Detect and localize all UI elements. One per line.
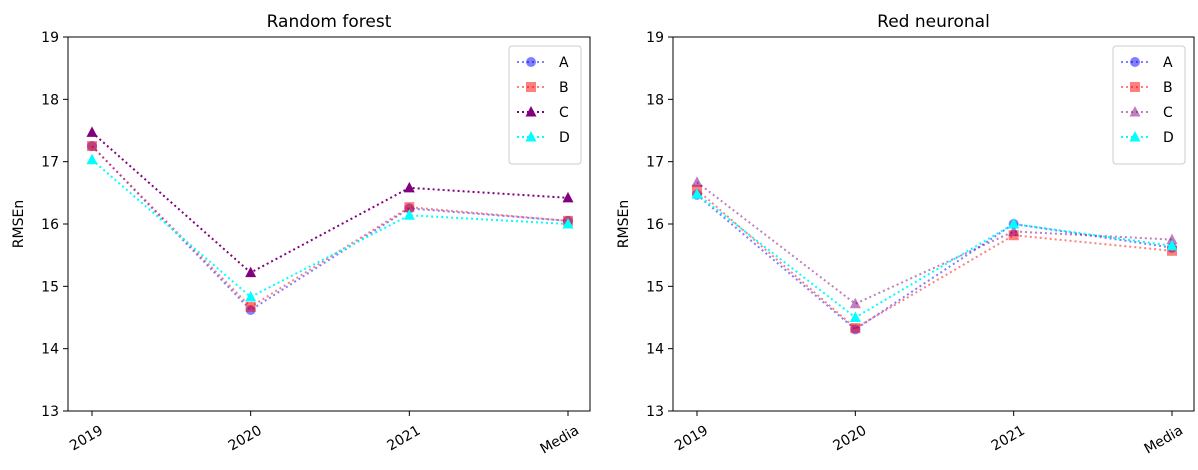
x-tick-label: 2019	[67, 423, 106, 455]
data-point-D	[403, 209, 415, 220]
y-tick-label: 18	[41, 92, 59, 108]
x-tick-label: 2021	[989, 423, 1028, 455]
y-tick-label: 14	[41, 342, 59, 358]
data-point-C	[1008, 225, 1020, 236]
data-point-C	[849, 297, 861, 309]
y-tick-label: 17	[646, 155, 664, 171]
data-point-B	[87, 141, 97, 152]
x-tick-label: 2020	[830, 423, 869, 455]
legend-marker-C	[525, 106, 537, 117]
legend-marker-B	[1130, 82, 1140, 92]
y-tick-label: 18	[646, 92, 664, 108]
data-point-D	[86, 153, 98, 165]
legend-marker-A	[1130, 57, 1140, 67]
y-tick-label: 13	[41, 404, 59, 420]
plot-frame	[67, 36, 591, 412]
y-tick-label: 19	[41, 30, 59, 46]
legend-label: D	[1163, 130, 1174, 146]
legend-label: C	[559, 105, 569, 121]
data-point-C	[86, 126, 98, 137]
data-point-B	[245, 301, 256, 312]
series-line-A	[696, 193, 1173, 331]
data-point-B	[404, 202, 415, 213]
y-tick-label: 16	[41, 217, 59, 233]
series-line-C	[91, 131, 569, 274]
series-line-B	[91, 145, 569, 309]
y-axis-label: RMSEn	[11, 200, 27, 248]
y-tick-label: 16	[646, 217, 664, 233]
series-line-A	[91, 145, 569, 312]
legend-label: A	[1163, 55, 1173, 71]
y-tick-label: 15	[41, 279, 59, 295]
y-axis-label: RMSEn	[616, 200, 632, 248]
legend-label: C	[1163, 105, 1173, 121]
legend-label: A	[559, 55, 569, 71]
series-line-B	[696, 188, 1173, 330]
legend-label: B	[1163, 80, 1173, 96]
legend-box	[1112, 45, 1186, 165]
legend-marker-D	[525, 131, 537, 142]
data-point-C	[1166, 233, 1178, 245]
x-tick-label: Media	[538, 423, 582, 458]
legend-marker-C	[1129, 106, 1141, 117]
y-tick-label: 14	[646, 342, 664, 358]
data-point-C	[691, 176, 703, 187]
y-tick-label: 19	[646, 30, 664, 46]
x-tick-label: 2020	[226, 423, 265, 455]
y-tick-label: 13	[646, 404, 664, 420]
data-point-D	[691, 188, 703, 199]
chart-title: Red neuronal	[877, 12, 990, 32]
data-point-B	[850, 323, 861, 334]
x-tick-label: Media	[1142, 423, 1186, 458]
data-point-D	[849, 311, 861, 322]
legend-marker-B	[526, 82, 536, 92]
legend-label: B	[559, 80, 569, 96]
x-tick-label: 2021	[384, 423, 423, 455]
data-point-D	[562, 218, 574, 229]
data-point-C	[403, 181, 415, 193]
data-point-C	[245, 266, 257, 278]
x-tick-label: 2019	[672, 423, 711, 455]
data-point-C	[562, 191, 574, 203]
data-point-D	[1008, 218, 1020, 229]
legend-box	[508, 45, 582, 165]
data-point-B	[1167, 245, 1177, 256]
data-point-D	[1166, 239, 1178, 251]
chart-panel-1: Random forest RMSEn 13 14 15 16 17 18 19 2019 2020…	[11, 12, 591, 458]
series-line-C	[696, 181, 1173, 305]
data-point-D	[245, 290, 257, 302]
series-line-D	[696, 193, 1173, 319]
legend-marker-A	[526, 57, 536, 67]
chart-panel-2: Red neuronal RMSEn 13 14 15 16 17 18 19 2019 2020 2…	[616, 12, 1195, 458]
series-line-D	[91, 159, 569, 299]
legend-marker-D	[1129, 131, 1141, 142]
y-tick-label: 15	[646, 279, 664, 295]
legend-label: D	[559, 130, 570, 146]
chart-title: Random forest	[267, 12, 392, 32]
y-tick-label: 17	[41, 155, 59, 171]
plot-frame	[672, 36, 1195, 412]
